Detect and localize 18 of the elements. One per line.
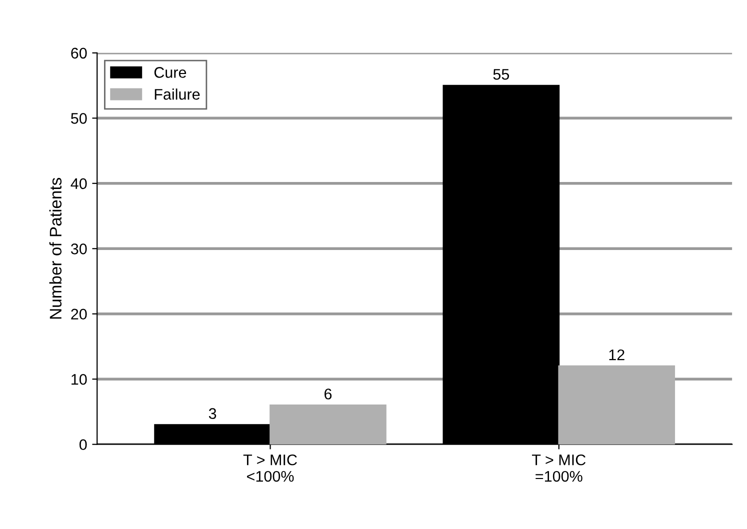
bar [558,365,676,444]
data-label: 55 [493,69,510,80]
y-tick-label: 0 [79,439,87,450]
x-tick-label: T > MIC =100% [532,454,586,482]
legend-label: Failure [154,88,200,100]
data-label: 6 [324,388,332,400]
data-label: 12 [609,349,624,360]
legend-label: Cure [154,67,186,78]
y-tick-label: 30 [70,244,87,254]
y-tick-label: 20 [71,308,87,320]
data-label: 3 [208,408,216,419]
y-tick-label: 10 [72,374,87,385]
bar [270,404,386,444]
x-tick-label: T > MIC <100% [243,454,297,482]
y-tick-label: 60 [71,48,87,59]
y-tick-label: 50 [71,113,87,124]
y-tick-label: 40 [70,178,87,190]
y-axis-title: Number of Patients [49,178,62,319]
